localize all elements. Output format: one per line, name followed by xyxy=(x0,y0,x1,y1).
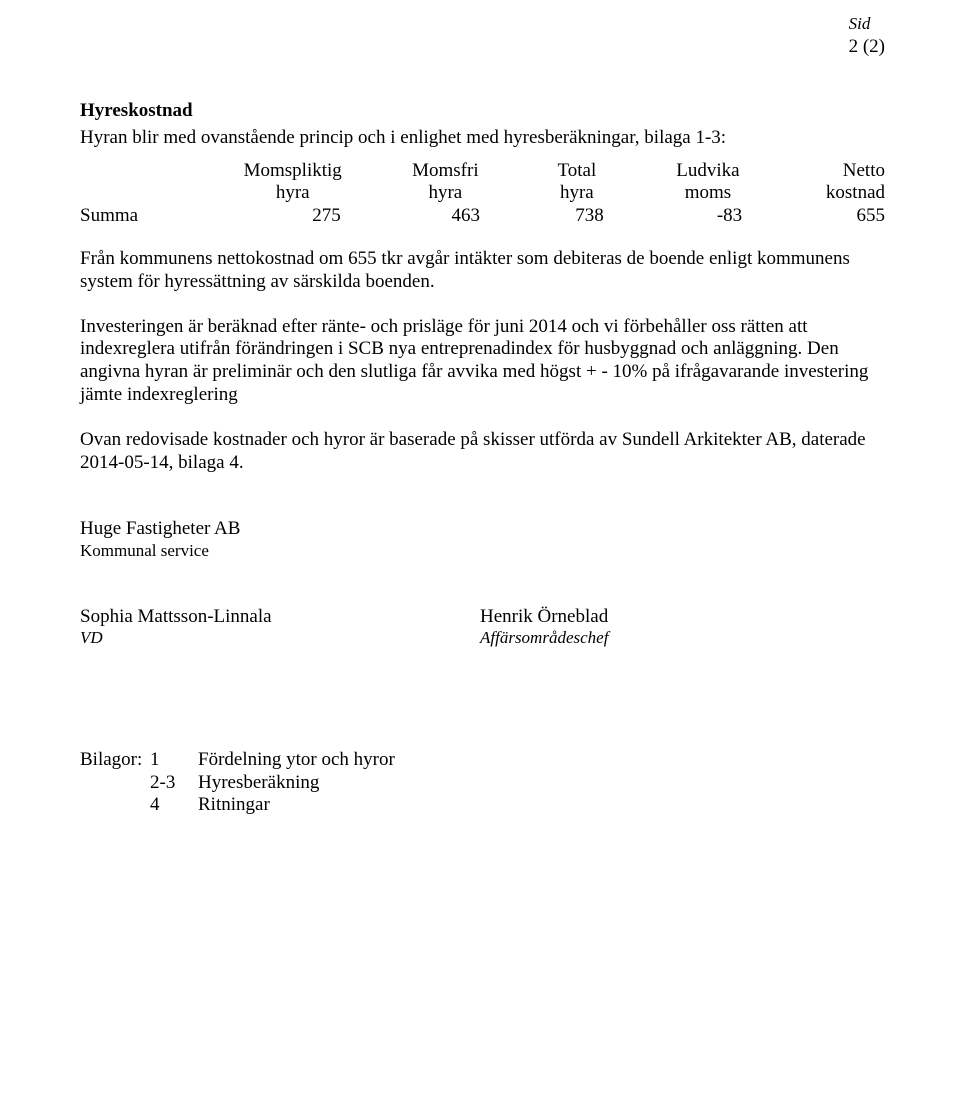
th: hyra xyxy=(376,182,515,205)
company-dept: Kommunal service xyxy=(80,541,885,561)
th: Total xyxy=(515,160,639,183)
signatures: Sophia Mattsson-Linnala Henrik Örneblad … xyxy=(80,606,885,649)
signer-left-name: Sophia Mattsson-Linnala xyxy=(80,606,480,629)
cell: 275 xyxy=(210,205,376,228)
attachments-label: Bilagor: xyxy=(80,749,150,772)
signer-right-name: Henrik Örneblad xyxy=(480,606,885,629)
row-label: Summa xyxy=(80,205,210,228)
attachment-num: 2-3 xyxy=(150,772,198,795)
table-row: Summa 275 463 738 -83 655 xyxy=(80,205,885,228)
document-page: Sid 2 (2) Hyreskostnad Hyran blir med ov… xyxy=(0,0,960,1097)
sid-label: Sid xyxy=(849,14,885,34)
th: hyra xyxy=(210,182,376,205)
paragraph: Från kommunens nettokostnad om 655 tkr a… xyxy=(80,248,885,294)
th: Momspliktig xyxy=(210,160,376,183)
spacer xyxy=(80,794,150,817)
th: hyra xyxy=(515,182,639,205)
th: Ludvika xyxy=(639,160,777,183)
paragraph: Investeringen är beräknad efter ränte- o… xyxy=(80,316,885,407)
page-header: Sid 2 (2) xyxy=(849,14,885,59)
section-intro: Hyran blir med ovanstående princip och i… xyxy=(80,127,885,150)
th xyxy=(80,160,210,183)
attachment-text: Fördelning ytor och hyror xyxy=(198,749,885,772)
th: Momsfri xyxy=(376,160,515,183)
cost-table: Momspliktig Momsfri Total Ludvika Netto … xyxy=(80,160,885,228)
cell: 738 xyxy=(515,205,639,228)
attachment-text: Hyresberäkning xyxy=(198,772,885,795)
table-header-row: hyra hyra hyra moms kostnad xyxy=(80,182,885,205)
th: kostnad xyxy=(777,182,885,205)
attachment-num: 4 xyxy=(150,794,198,817)
company-name: Huge Fastigheter AB xyxy=(80,518,885,541)
th: moms xyxy=(639,182,777,205)
th xyxy=(80,182,210,205)
signer-right-title: Affärsområdeschef xyxy=(480,628,608,647)
page-indicator: 2 (2) xyxy=(849,36,885,59)
signer-left-title: VD xyxy=(80,628,103,647)
paragraph: Ovan redovisade kostnader och hyror är b… xyxy=(80,429,885,475)
cell: 463 xyxy=(376,205,515,228)
th: Netto xyxy=(777,160,885,183)
attachment-num: 1 xyxy=(150,749,198,772)
spacer xyxy=(80,772,150,795)
attachments: Bilagor: 1 Fördelning ytor och hyror 2-3… xyxy=(80,749,885,817)
section-title: Hyreskostnad xyxy=(80,100,885,123)
cell: 655 xyxy=(777,205,885,228)
table-header-row: Momspliktig Momsfri Total Ludvika Netto xyxy=(80,160,885,183)
attachment-text: Ritningar xyxy=(198,794,885,817)
company-block: Huge Fastigheter AB Kommunal service xyxy=(80,518,885,561)
cell: -83 xyxy=(639,205,777,228)
